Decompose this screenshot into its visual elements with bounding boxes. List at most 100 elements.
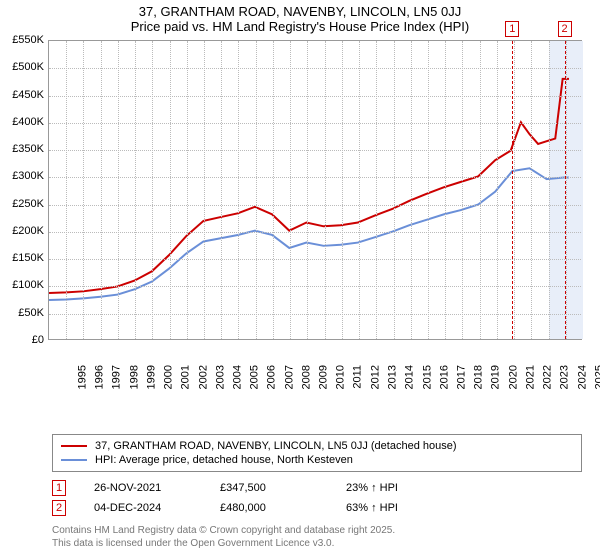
- sale-marker-line: [512, 41, 513, 339]
- legend-label: 37, GRANTHAM ROAD, NAVENBY, LINCOLN, LN5…: [95, 440, 457, 452]
- gridline-h: [49, 259, 581, 260]
- gridline-v: [152, 41, 153, 339]
- sale-marker-number: 2: [558, 21, 572, 37]
- x-axis-label: 2009: [318, 365, 330, 389]
- x-axis-label: 1998: [128, 365, 140, 389]
- y-axis-label: £450K: [0, 89, 44, 101]
- y-axis-label: £150K: [0, 252, 44, 264]
- y-axis-label: £400K: [0, 116, 44, 128]
- x-axis-label: 2001: [180, 365, 192, 389]
- x-axis-label: 2013: [387, 365, 399, 389]
- gridline-v: [83, 41, 84, 339]
- gridline-v: [376, 41, 377, 339]
- x-axis-label: 2014: [404, 365, 416, 389]
- gridline-h: [49, 96, 581, 97]
- y-axis-label: £350K: [0, 143, 44, 155]
- gridline-v: [187, 41, 188, 339]
- x-axis-label: 2016: [438, 365, 450, 389]
- footer-line: Contains HM Land Registry data © Crown c…: [52, 524, 582, 537]
- y-axis-label: £550K: [0, 34, 44, 46]
- x-axis-label: 1996: [94, 365, 106, 389]
- gridline-h: [49, 205, 581, 206]
- y-axis-label: £500K: [0, 61, 44, 73]
- x-axis-label: 2011: [351, 365, 363, 389]
- footer-line: This data is licensed under the Open Gov…: [52, 537, 582, 550]
- sale-pct: 63% ↑ HPI: [346, 502, 466, 514]
- gridline-v: [118, 41, 119, 339]
- x-axis-label: 1999: [145, 365, 157, 389]
- line-series-svg: [49, 41, 581, 339]
- gridline-v: [273, 41, 274, 339]
- chart-container: 37, GRANTHAM ROAD, NAVENBY, LINCOLN, LN5…: [0, 0, 600, 560]
- sale-marker-box: 2: [52, 500, 66, 516]
- x-axis-label: 2004: [232, 365, 244, 389]
- legend-item: 37, GRANTHAM ROAD, NAVENBY, LINCOLN, LN5…: [61, 439, 573, 453]
- x-axis-label: 2025: [593, 365, 600, 389]
- y-axis-label: £0: [0, 334, 44, 346]
- x-axis-label: 2015: [421, 365, 433, 389]
- x-axis-label: 2021: [524, 365, 536, 389]
- x-axis-label: 2022: [542, 365, 554, 389]
- x-axis-label: 2019: [490, 365, 502, 389]
- sale-price: £347,500: [220, 482, 340, 494]
- x-axis-label: 2005: [249, 365, 261, 389]
- gridline-v: [290, 41, 291, 339]
- chart-area: 1995 1996 1997 1998 1999 2000 2001 2002 2003 2004…: [0, 40, 600, 390]
- gridline-v: [566, 41, 567, 339]
- legend-label: HPI: Average price, detached house, Nort…: [95, 454, 353, 466]
- legend-swatch: [61, 445, 87, 447]
- sale-marker-number: 1: [505, 21, 519, 37]
- sale-date: 04-DEC-2024: [94, 502, 214, 514]
- x-axis-label: 2002: [197, 365, 209, 389]
- sales-row: 1 26-NOV-2021 £347,500 23% ↑ HPI: [52, 478, 582, 498]
- gridline-h: [49, 177, 581, 178]
- x-axis-label: 2020: [507, 365, 519, 389]
- sale-price: £480,000: [220, 502, 340, 514]
- gridline-h: [49, 314, 581, 315]
- sale-pct: 23% ↑ HPI: [346, 482, 466, 494]
- gridline-v: [394, 41, 395, 339]
- x-axis-label: 2007: [283, 365, 295, 389]
- x-axis-label: 2000: [163, 365, 175, 389]
- gridline-v: [445, 41, 446, 339]
- legend-item: HPI: Average price, detached house, Nort…: [61, 453, 573, 467]
- gridline-h: [49, 150, 581, 151]
- x-axis-label: 2023: [559, 365, 571, 389]
- series-line: [49, 168, 569, 300]
- sales-row: 2 04-DEC-2024 £480,000 63% ↑ HPI: [52, 498, 582, 518]
- y-axis-label: £50K: [0, 307, 44, 319]
- gridline-v: [342, 41, 343, 339]
- y-axis-label: £250K: [0, 198, 44, 210]
- gridline-v: [428, 41, 429, 339]
- gridline-v: [531, 41, 532, 339]
- sale-marker-box: 1: [52, 480, 66, 496]
- y-axis-label: £100K: [0, 279, 44, 291]
- gridline-v: [462, 41, 463, 339]
- x-axis-label: 1995: [76, 365, 88, 389]
- x-axis-label: 2010: [335, 365, 347, 389]
- y-axis-label: £200K: [0, 225, 44, 237]
- gridline-h: [49, 286, 581, 287]
- gridline-v: [307, 41, 308, 339]
- x-axis-label: 2024: [576, 365, 588, 389]
- gridline-h: [49, 232, 581, 233]
- x-axis-label: 2018: [473, 365, 485, 389]
- legend-box: 37, GRANTHAM ROAD, NAVENBY, LINCOLN, LN5…: [52, 434, 582, 472]
- series-line: [49, 79, 569, 293]
- sales-table: 1 26-NOV-2021 £347,500 23% ↑ HPI 2 04-DE…: [52, 478, 582, 518]
- x-axis-label: 2003: [214, 365, 226, 389]
- legend-swatch: [61, 459, 87, 461]
- gridline-v: [497, 41, 498, 339]
- gridline-v: [256, 41, 257, 339]
- x-axis-label: 2008: [300, 365, 312, 389]
- x-axis-label: 1997: [111, 365, 123, 389]
- sale-date: 26-NOV-2021: [94, 482, 214, 494]
- plot-region: 1995199619971998199920002001200220032004…: [48, 40, 582, 340]
- gridline-v: [101, 41, 102, 339]
- gridline-v: [204, 41, 205, 339]
- x-axis-label: 2012: [369, 365, 381, 389]
- gridline-v: [480, 41, 481, 339]
- gridline-h: [49, 123, 581, 124]
- gridline-v: [514, 41, 515, 339]
- gridline-v: [359, 41, 360, 339]
